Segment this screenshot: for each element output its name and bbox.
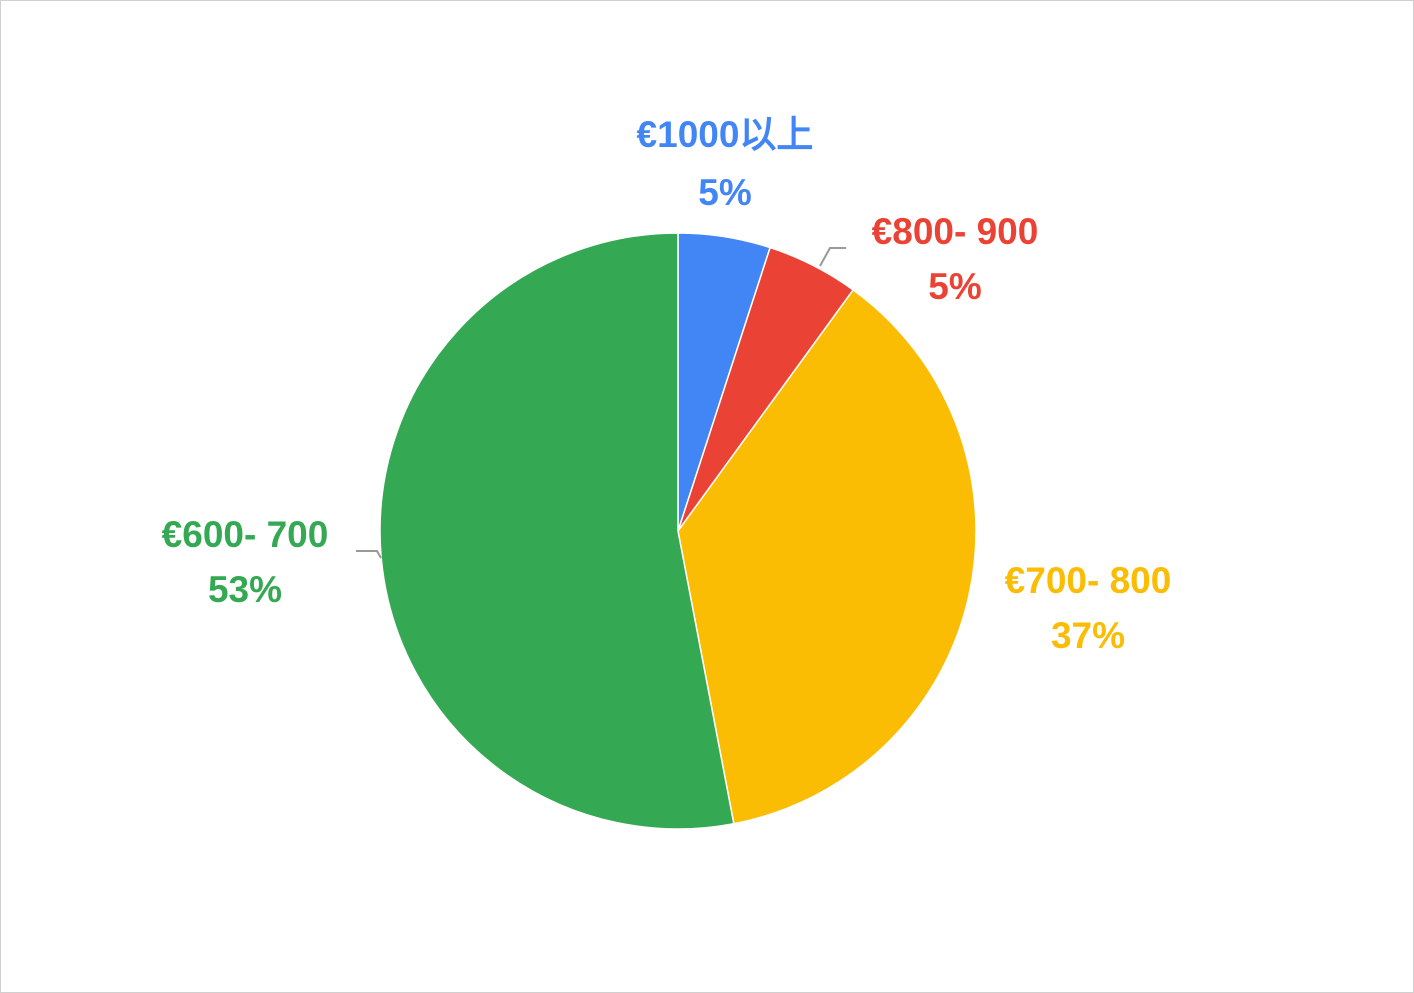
slice-value-label: 37% (1051, 615, 1125, 656)
slice-value-label: 5% (928, 266, 981, 307)
slice-label: €800- 900 (872, 211, 1039, 252)
slice-value-label: 53% (208, 569, 282, 610)
leader-line (819, 247, 846, 267)
slice-label: €1000以上 (637, 114, 814, 155)
pie-slice (379, 232, 735, 830)
slice-label: €700- 800 (1005, 560, 1172, 601)
slice-label: €600- 700 (162, 514, 329, 555)
slice-value-label: 5% (698, 172, 751, 213)
pie-slice (677, 288, 977, 825)
leader-line (356, 550, 382, 559)
